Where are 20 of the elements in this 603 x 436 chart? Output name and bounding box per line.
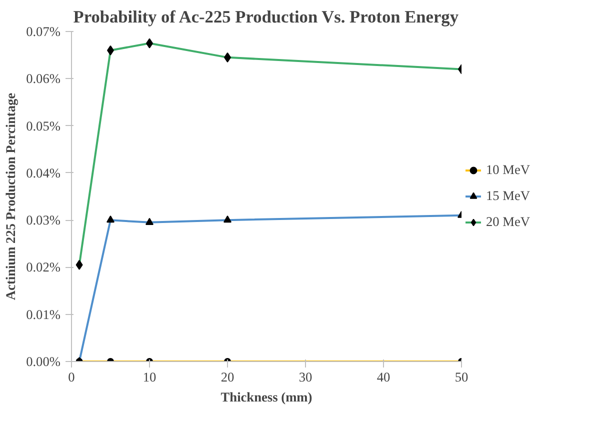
x-tick-label: 50 bbox=[454, 370, 468, 384]
x-axis-title: Thickness (mm) bbox=[220, 390, 312, 404]
y-tick-label: 0.03% bbox=[26, 212, 61, 228]
y-tick-label: 0.00% bbox=[26, 354, 61, 369]
x-tick-label: 30 bbox=[298, 370, 312, 384]
x-tick-label: 20 bbox=[220, 370, 234, 384]
x-tick-label: 0 bbox=[68, 370, 76, 384]
y-axis-title: Actinium 225 Production Percintage bbox=[3, 92, 18, 300]
y-tick-label: 0.01% bbox=[26, 306, 61, 322]
x-tick-label: 40 bbox=[376, 370, 390, 384]
y-tick-label: 0.06% bbox=[26, 71, 61, 86]
y-tick-label: 0.02% bbox=[26, 260, 61, 275]
y-tick-label: 0.04% bbox=[26, 165, 61, 180]
y-tick-label: 0.07% bbox=[26, 24, 61, 39]
chart-title: Probability of Ac-225 Production Vs. Proton Energy bbox=[73, 8, 459, 26]
legend-label: 20 MeV bbox=[486, 214, 530, 230]
legend-label: 15 MeV bbox=[486, 188, 530, 204]
y-tick-label: 0.05% bbox=[26, 118, 61, 134]
legend-label: 10 MeV bbox=[486, 162, 530, 178]
x-tick-label: 10 bbox=[142, 370, 156, 384]
